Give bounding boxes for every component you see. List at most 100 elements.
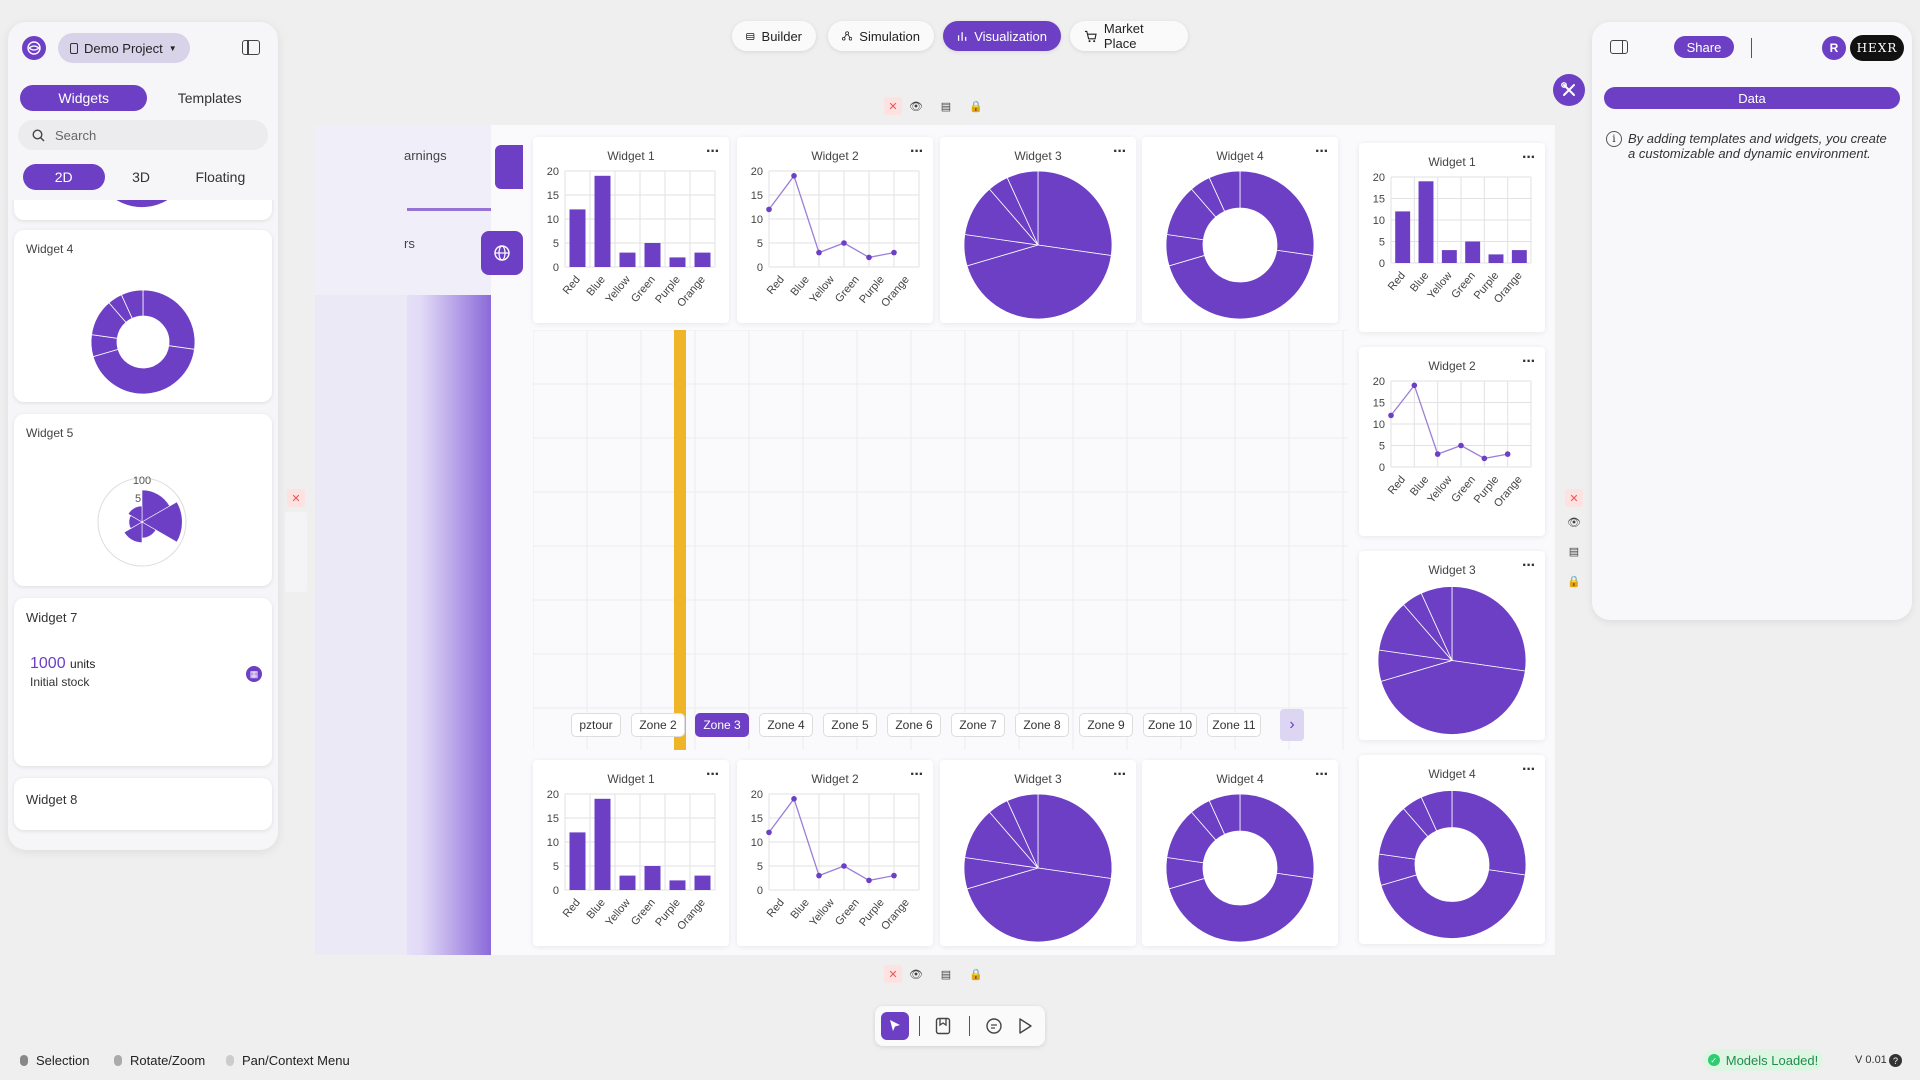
close-icon[interactable]: ✕ xyxy=(287,489,305,507)
zone-tab[interactable]: Zone 11 xyxy=(1207,713,1261,737)
bg-earnings-label: arnings xyxy=(404,148,447,163)
zone-tab[interactable]: Zone 4 xyxy=(759,713,813,737)
mode-floating[interactable]: Floating xyxy=(195,169,246,185)
widget-2-bottom[interactable]: 0 5 10 15 20 Red Blue Yellow Green Purple Orange Wi… xyxy=(737,760,933,946)
close-icon[interactable]: ✕ xyxy=(884,97,902,115)
panel-icon[interactable] xyxy=(1610,40,1628,54)
sidebar-toggle-icon[interactable] xyxy=(242,40,260,55)
tab-widgets[interactable]: Widgets xyxy=(20,85,147,111)
y-tick-label: 20 xyxy=(1373,376,1385,388)
zone-tab[interactable]: Zone 3 xyxy=(695,713,749,737)
help-icon[interactable]: ? xyxy=(1889,1054,1902,1067)
nav-simulation[interactable]: Simulation xyxy=(828,21,934,51)
more-icon[interactable]: ··· xyxy=(1522,761,1536,778)
sitemap-icon xyxy=(842,31,853,41)
zone-tab[interactable]: Zone 6 xyxy=(887,713,941,737)
x-tick-label: Blue xyxy=(789,897,812,922)
more-icon[interactable]: ··· xyxy=(706,766,720,783)
widget-2-top[interactable]: 0 5 10 15 20 Red Blue Yellow Green Purple Orange Wi… xyxy=(737,137,933,323)
play-icon[interactable] xyxy=(1017,1017,1033,1040)
film-icon[interactable]: ▤ xyxy=(940,968,952,981)
mode-2d[interactable]: 2D xyxy=(22,164,105,190)
widget-3-bottom[interactable]: Widget 3 ··· xyxy=(940,760,1136,946)
lock-icon[interactable]: 🔒 xyxy=(1567,575,1581,588)
more-icon[interactable]: ··· xyxy=(706,143,720,160)
zone-tab[interactable]: Zone 8 xyxy=(1015,713,1069,737)
avatar[interactable]: R xyxy=(1822,36,1846,60)
widget-card-5[interactable]: Widget 5 100 5 xyxy=(14,414,272,586)
share-button[interactable]: Share xyxy=(1674,36,1734,58)
widget-card-8[interactable]: Widget 8 xyxy=(14,778,272,830)
zone-tab[interactable]: Zone 5 xyxy=(823,713,877,737)
status-rotate-label: Rotate/Zoom xyxy=(130,1053,206,1068)
point-blue xyxy=(791,796,797,802)
widget-title: Widget 2 xyxy=(811,149,859,163)
tab-templates[interactable]: Templates xyxy=(177,90,242,106)
widget-1-right[interactable]: 0 5 10 15 20 Red Blue Yellow Green Purple Orange Wi… xyxy=(1359,143,1545,332)
chevron-right-icon[interactable]: › xyxy=(1280,709,1304,741)
zone-tab[interactable]: Zone 7 xyxy=(951,713,1005,737)
x-tick-label: Green xyxy=(629,274,658,305)
widget-1-top[interactable]: 0 5 10 15 20 Red Blue Yellow Green Purple Orange Wi… xyxy=(533,137,729,323)
more-icon[interactable]: ··· xyxy=(1113,143,1127,160)
eye-icon[interactable]: 👁 xyxy=(909,968,923,981)
more-icon[interactable]: ··· xyxy=(1113,766,1127,783)
app-logo: HEXR xyxy=(1850,35,1904,61)
comment-icon[interactable] xyxy=(985,1017,1003,1040)
tab-data[interactable]: Data xyxy=(1604,87,1900,109)
eye-icon[interactable]: 👁 xyxy=(1567,516,1581,529)
nav-visualization[interactable]: Visualization xyxy=(943,21,1061,51)
bar-red xyxy=(1395,211,1411,263)
widget-4-right[interactable]: Widget 4 ··· xyxy=(1359,755,1545,944)
nav-market-place[interactable]: Market Place xyxy=(1070,21,1188,51)
widget-4-bottom[interactable]: Widget 4 ··· xyxy=(1142,760,1338,946)
more-icon[interactable]: ··· xyxy=(1315,766,1329,783)
more-icon[interactable]: ··· xyxy=(1522,149,1536,166)
widget-2-right[interactable]: 0 5 10 15 20 Red Blue Yellow Green Purple Orange Wi… xyxy=(1359,347,1545,536)
zone-tab[interactable]: pztour xyxy=(571,713,621,737)
slice-0 xyxy=(1239,170,1315,256)
pointer-icon[interactable] xyxy=(881,1012,909,1040)
status-rotate: Rotate/Zoom xyxy=(114,1053,205,1068)
y-tick-label: 5 xyxy=(757,238,763,250)
more-icon[interactable]: ··· xyxy=(1522,353,1536,370)
polar-slice-3 xyxy=(123,521,143,543)
handle-bar[interactable] xyxy=(285,512,307,592)
slice-5 xyxy=(1420,586,1453,661)
lock-icon[interactable]: 🔒 xyxy=(969,968,983,981)
project-icon[interactable] xyxy=(22,36,46,60)
bookmark-icon[interactable] xyxy=(935,1017,951,1040)
y-tick-label: 0 xyxy=(553,262,559,274)
eye-icon[interactable]: 👁 xyxy=(909,100,923,113)
more-icon[interactable]: ··· xyxy=(1315,143,1329,160)
project-name: Demo Project xyxy=(84,40,163,56)
widget-3-right[interactable]: Widget 3 ··· xyxy=(1359,551,1545,740)
zone-tab[interactable]: Zone 10 xyxy=(1143,713,1197,737)
widget-title: Widget 4 xyxy=(1428,767,1476,781)
film-icon[interactable]: ▤ xyxy=(1568,545,1580,558)
tools-icon[interactable] xyxy=(1553,74,1585,106)
y-tick-label: 0 xyxy=(1379,462,1385,474)
lock-icon[interactable]: 🔒 xyxy=(969,100,983,113)
slice-5 xyxy=(120,289,144,319)
more-icon[interactable]: ··· xyxy=(1522,557,1536,574)
project-selector[interactable]: Demo Project ▼ xyxy=(58,33,190,63)
widget-card-4[interactable]: Widget 4 xyxy=(14,230,272,402)
widget-1-bottom[interactable]: 0 5 10 15 20 Red Blue Yellow Green Purple Orange Wi… xyxy=(533,760,729,946)
more-icon[interactable]: ··· xyxy=(910,766,924,783)
zone-tab[interactable]: Zone 9 xyxy=(1079,713,1133,737)
widget-4-top[interactable]: Widget 4 ··· xyxy=(1142,137,1338,323)
search-input[interactable]: Search xyxy=(18,120,268,150)
mode-3d[interactable]: 3D xyxy=(132,169,150,185)
widget-card-3[interactable] xyxy=(14,200,272,220)
bar-chart-icon xyxy=(957,31,967,41)
widget-3-top[interactable]: Widget 3 ··· xyxy=(940,137,1136,323)
status-pan: Pan/Context Menu xyxy=(226,1053,350,1068)
close-icon[interactable]: ✕ xyxy=(1565,489,1583,507)
more-icon[interactable]: ··· xyxy=(910,143,924,160)
nav-builder[interactable]: Builder xyxy=(732,21,816,51)
widget-card-7[interactable]: Widget 7 1000 units Initial stock ▦ xyxy=(14,598,272,766)
film-icon[interactable]: ▤ xyxy=(940,100,952,113)
zone-tab[interactable]: Zone 2 xyxy=(631,713,685,737)
close-icon[interactable]: ✕ xyxy=(884,965,902,983)
